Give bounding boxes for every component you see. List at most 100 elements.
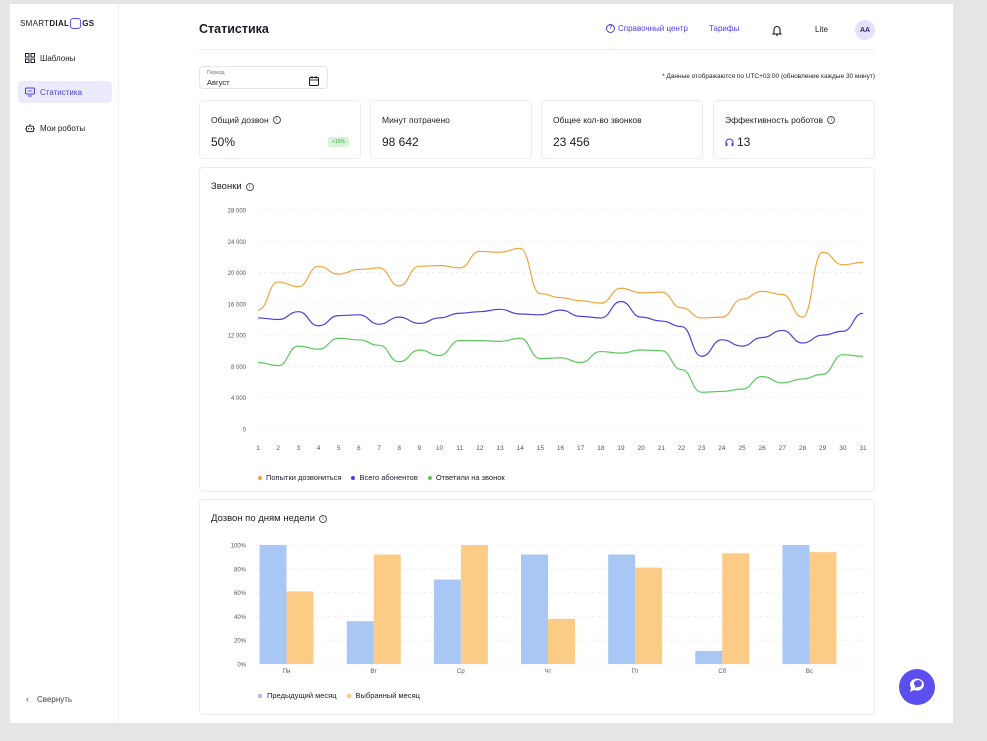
headset-icon	[725, 137, 734, 147]
brand-mark-icon	[70, 18, 82, 29]
bar-chart: 0% 20% 40% 60% 80% 100% Пн Вт Ср Чт Пт Сб Вс	[231, 544, 866, 675]
y-tick-label: 16 000	[228, 302, 247, 308]
x-tick-label: 25	[738, 445, 746, 452]
x-tick-label: 27	[779, 445, 787, 452]
x-tick-label: Ср	[457, 669, 465, 675]
chat-support-button[interactable]	[899, 669, 935, 705]
sidebar-item-templates[interactable]: Шаблоны	[18, 47, 112, 69]
info-icon[interactable]: i	[827, 116, 836, 124]
collapse-sidebar-button[interactable]: ‹ Свернуть	[26, 694, 72, 704]
sidebar-item-robots[interactable]: Мои роботы	[18, 117, 112, 139]
legend-marker	[427, 475, 432, 480]
help-icon: ?	[606, 24, 615, 33]
sidebar-item-label: Мои роботы	[40, 123, 86, 133]
x-tick-label: 17	[577, 445, 585, 452]
legend-marker	[351, 475, 356, 480]
legend-item[interactable]: Попытки дозвониться	[258, 473, 341, 482]
sidebar-item-label: Шаблоны	[40, 53, 76, 63]
plan-label[interactable]: Lite	[815, 25, 828, 34]
x-tick-label: 18	[597, 445, 605, 452]
x-tick-label: 15	[537, 445, 545, 452]
x-tick-label: Чт	[545, 669, 552, 675]
x-tick-label: Пт	[632, 669, 639, 675]
legend-marker	[258, 475, 262, 480]
x-tick-label: 30	[839, 445, 847, 452]
stat-card-robot-efficiency: Эффективность роботов i 13	[713, 100, 875, 159]
series-line	[257, 337, 864, 393]
card-title: Общий дозвон	[211, 115, 269, 125]
calendar-icon	[309, 73, 319, 91]
y-tick-label: 80%	[234, 567, 247, 573]
brand-logo[interactable]: SMART DIAL GS	[20, 18, 94, 29]
period-label: Период	[207, 70, 225, 76]
legend-item[interactable]: Выбранный месяц	[346, 691, 420, 700]
brand-bold-2: GS	[82, 19, 95, 28]
monitor-icon	[25, 87, 35, 97]
info-icon[interactable]: i	[245, 182, 254, 191]
bar	[722, 553, 750, 664]
trend-badge: +10%	[328, 137, 349, 147]
series-line	[257, 247, 864, 319]
y-tick-label: 8 000	[231, 365, 247, 371]
x-tick-label: Вс	[806, 669, 813, 675]
x-tick-label: 22	[678, 445, 686, 452]
stat-card-minutes: Минут потрачено 98 642	[370, 100, 532, 159]
x-tick-label: 13	[496, 445, 504, 452]
legend-label: Ответили на звонок	[435, 473, 505, 482]
bar	[548, 618, 575, 664]
sidebar-item-statistics[interactable]: Статистика	[18, 81, 112, 103]
bell-icon[interactable]	[771, 23, 783, 41]
x-tick-label: 28	[799, 445, 807, 452]
chevron-left-icon: ‹	[26, 694, 29, 704]
chat-icon	[907, 676, 927, 699]
robot-icon	[25, 123, 35, 133]
y-tick-label: 40%	[234, 615, 247, 621]
timezone-note: * Данные отображаются по UTC+03:00 (обно…	[662, 73, 875, 80]
x-tick-label: 5	[337, 445, 341, 452]
bar	[460, 545, 488, 664]
card-title: Общее кол-во звонков	[553, 115, 642, 125]
x-tick-label: 14	[517, 445, 525, 452]
brand-bold-1: DIAL	[49, 19, 70, 28]
legend-item[interactable]: Всего абонентов	[351, 473, 418, 482]
x-tick-label: 12	[476, 445, 484, 452]
x-tick-label: Вт	[370, 669, 377, 675]
x-tick-label: 6	[357, 445, 361, 452]
weekday-chart-panel: Дозвон по дням недели i 0% 20% 40% 60% 80% 100…	[199, 499, 875, 715]
x-tick-label: 9	[418, 445, 422, 452]
header-divider	[199, 49, 875, 50]
y-tick-label: 24 000	[228, 240, 247, 246]
legend-marker	[258, 693, 262, 698]
x-tick-label: 19	[617, 445, 625, 452]
x-tick-label: 29	[819, 445, 827, 452]
avatar[interactable]: AA	[855, 20, 875, 40]
info-icon[interactable]: i	[319, 514, 328, 523]
legend-marker	[346, 693, 351, 698]
app-window: SMART DIAL GS Шаблоны Статистика Мои роб…	[10, 4, 953, 723]
x-tick-label: 2	[276, 445, 280, 452]
x-tick-label: 23	[698, 445, 706, 452]
x-tick-label: 10	[436, 445, 444, 452]
chart-title: Звонки	[211, 181, 242, 192]
info-icon[interactable]: i	[272, 116, 281, 124]
x-tick-label: 20	[638, 445, 646, 452]
legend-item[interactable]: Ответили на звонок	[427, 473, 505, 482]
tariffs-link[interactable]: Тарифы	[709, 24, 740, 33]
legend-label: Предыдущий месяц	[267, 691, 337, 700]
x-tick-label: 8	[397, 445, 401, 452]
bar	[635, 567, 663, 664]
sidebar: SMART DIAL GS Шаблоны Статистика Мои роб…	[10, 4, 119, 723]
sidebar-item-label: Статистика	[40, 87, 83, 97]
period-select[interactable]: Период Август	[199, 66, 328, 89]
card-title: Минут потрачено	[382, 115, 450, 125]
help-center-link[interactable]: ? Справочный центр	[606, 24, 688, 33]
legend-item[interactable]: Предыдущий месяц	[258, 691, 337, 700]
bar	[346, 621, 374, 664]
x-tick-label: 21	[658, 445, 666, 452]
bar	[259, 545, 287, 664]
y-tick-label: 20%	[234, 639, 247, 645]
bar	[809, 552, 837, 664]
grid-icon	[25, 53, 35, 63]
bar	[433, 579, 461, 664]
x-tick-label: 1	[256, 445, 260, 452]
